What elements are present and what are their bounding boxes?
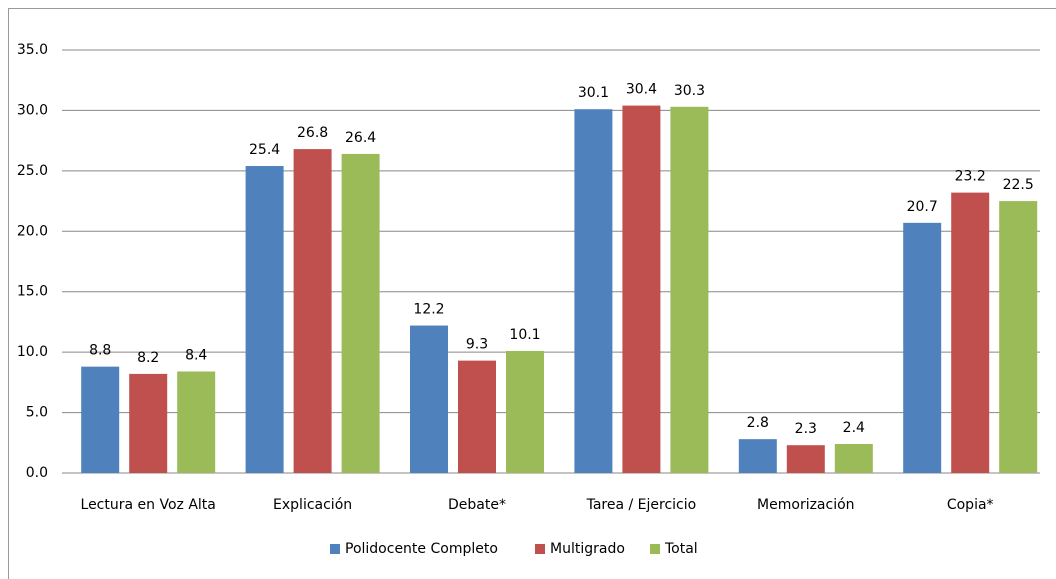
- data-label: 26.4: [345, 130, 376, 146]
- x-tick-label: Memorización: [757, 497, 855, 513]
- bar: [999, 201, 1038, 474]
- y-tick-label: 25.0: [17, 163, 48, 179]
- x-tick-label: Tarea / Ejercicio: [586, 497, 697, 513]
- x-tick-label: Copia*: [947, 497, 994, 513]
- y-tick-label: 15.0: [17, 284, 48, 300]
- bar: [622, 105, 661, 473]
- data-label: 8.8: [89, 343, 111, 359]
- data-label: 2.4: [843, 420, 865, 436]
- data-label: 2.3: [795, 421, 817, 437]
- bar: [574, 109, 613, 473]
- chart-frame: [8, 8, 1056, 579]
- y-tick-label: 5.0: [26, 405, 48, 421]
- legend-swatch: [650, 544, 660, 554]
- y-tick-label: 20.0: [17, 223, 48, 239]
- bar: [670, 106, 709, 473]
- bar: [410, 325, 448, 473]
- x-tick-label: Debate*: [448, 497, 506, 513]
- bar: [81, 366, 120, 473]
- bar: [834, 443, 873, 473]
- bar: [129, 373, 168, 473]
- data-label: 23.2: [955, 169, 986, 185]
- x-tick-label: Lectura en Voz Alta: [81, 497, 216, 513]
- y-tick-label: 30.0: [17, 102, 48, 118]
- data-label: 12.2: [413, 302, 444, 318]
- data-label: 8.2: [137, 350, 159, 366]
- bar: [786, 445, 825, 473]
- legend-label: Total: [664, 541, 698, 557]
- bar: [951, 192, 990, 473]
- data-label: 10.1: [509, 327, 540, 343]
- legend-swatch: [330, 544, 340, 554]
- bar: [341, 153, 380, 474]
- legend-swatch: [535, 544, 545, 554]
- data-label: 30.1: [578, 85, 609, 101]
- legend-label: Polidocente Completo: [345, 541, 498, 557]
- bar: [293, 149, 332, 474]
- x-tick-label: Explicación: [273, 497, 352, 513]
- data-label: 30.3: [674, 83, 705, 99]
- data-label: 9.3: [466, 337, 488, 353]
- bar: [458, 360, 496, 473]
- data-label: 2.8: [747, 415, 769, 431]
- data-label: 22.5: [1003, 177, 1034, 193]
- legend-label: Multigrado: [550, 541, 625, 557]
- data-label: 20.7: [907, 199, 938, 215]
- data-label: 30.4: [626, 82, 657, 98]
- data-label: 26.8: [297, 125, 328, 141]
- bar: [177, 371, 216, 473]
- data-label: 25.4: [249, 142, 280, 158]
- y-tick-label: 35.0: [17, 42, 48, 58]
- bar: [903, 222, 942, 473]
- data-label: 8.4: [185, 347, 207, 363]
- y-tick-label: 0.0: [26, 465, 48, 481]
- bar: [245, 166, 284, 473]
- bar: [506, 350, 544, 473]
- y-tick-label: 10.0: [17, 344, 48, 360]
- bar: [738, 439, 777, 473]
